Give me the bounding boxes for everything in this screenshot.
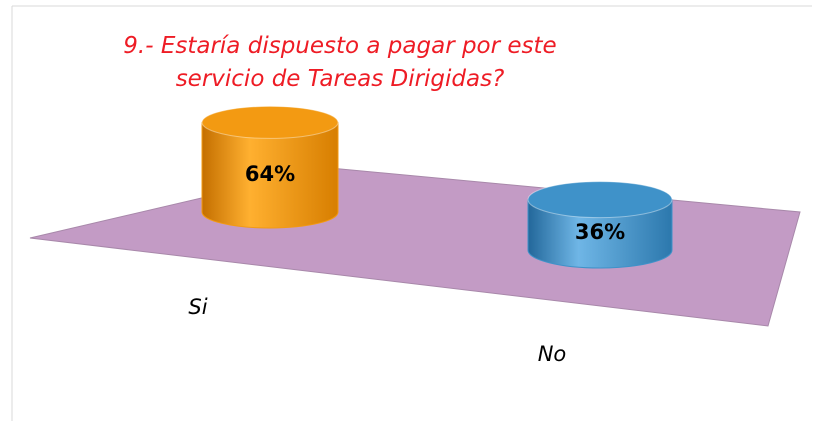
chart-title: 9.- Estaría dispuesto a pagar por este s… <box>123 33 557 92</box>
category-label: Si <box>188 295 207 319</box>
cylinder-top <box>201 105 339 139</box>
data-label: 36% <box>575 220 625 244</box>
cylinder-top <box>527 181 673 219</box>
floor <box>29 167 801 327</box>
cylinder-body <box>201 121 339 229</box>
data-label: 64% <box>245 162 295 186</box>
category-label: No <box>538 342 567 366</box>
cylinder-body <box>527 199 673 269</box>
plot: 64% Si 36% No <box>29 105 801 366</box>
cylinder <box>527 181 673 269</box>
cylinder <box>201 105 339 229</box>
